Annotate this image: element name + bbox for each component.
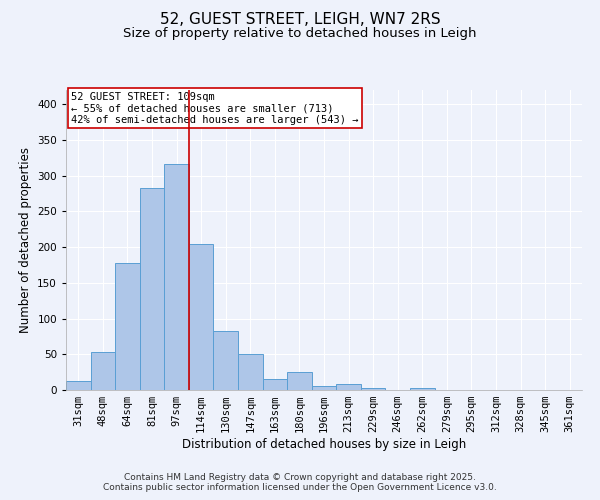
Bar: [336, 384, 361, 390]
Y-axis label: Number of detached properties: Number of detached properties: [19, 147, 32, 333]
Text: Contains public sector information licensed under the Open Government Licence v3: Contains public sector information licen…: [103, 484, 497, 492]
Bar: [287, 372, 312, 390]
X-axis label: Distribution of detached houses by size in Leigh: Distribution of detached houses by size …: [182, 438, 466, 451]
Text: 52 GUEST STREET: 109sqm
← 55% of detached houses are smaller (713)
42% of semi-d: 52 GUEST STREET: 109sqm ← 55% of detache…: [71, 92, 359, 124]
Bar: [361, 388, 385, 390]
Bar: [164, 164, 189, 390]
Text: Size of property relative to detached houses in Leigh: Size of property relative to detached ho…: [123, 28, 477, 40]
Bar: [140, 188, 164, 390]
Bar: [91, 352, 115, 390]
Bar: [410, 388, 434, 390]
Text: Contains HM Land Registry data © Crown copyright and database right 2025.: Contains HM Land Registry data © Crown c…: [124, 474, 476, 482]
Bar: [263, 378, 287, 390]
Bar: [115, 263, 140, 390]
Text: 52, GUEST STREET, LEIGH, WN7 2RS: 52, GUEST STREET, LEIGH, WN7 2RS: [160, 12, 440, 28]
Bar: [312, 386, 336, 390]
Bar: [238, 354, 263, 390]
Bar: [189, 244, 214, 390]
Bar: [66, 380, 91, 390]
Bar: [214, 330, 238, 390]
